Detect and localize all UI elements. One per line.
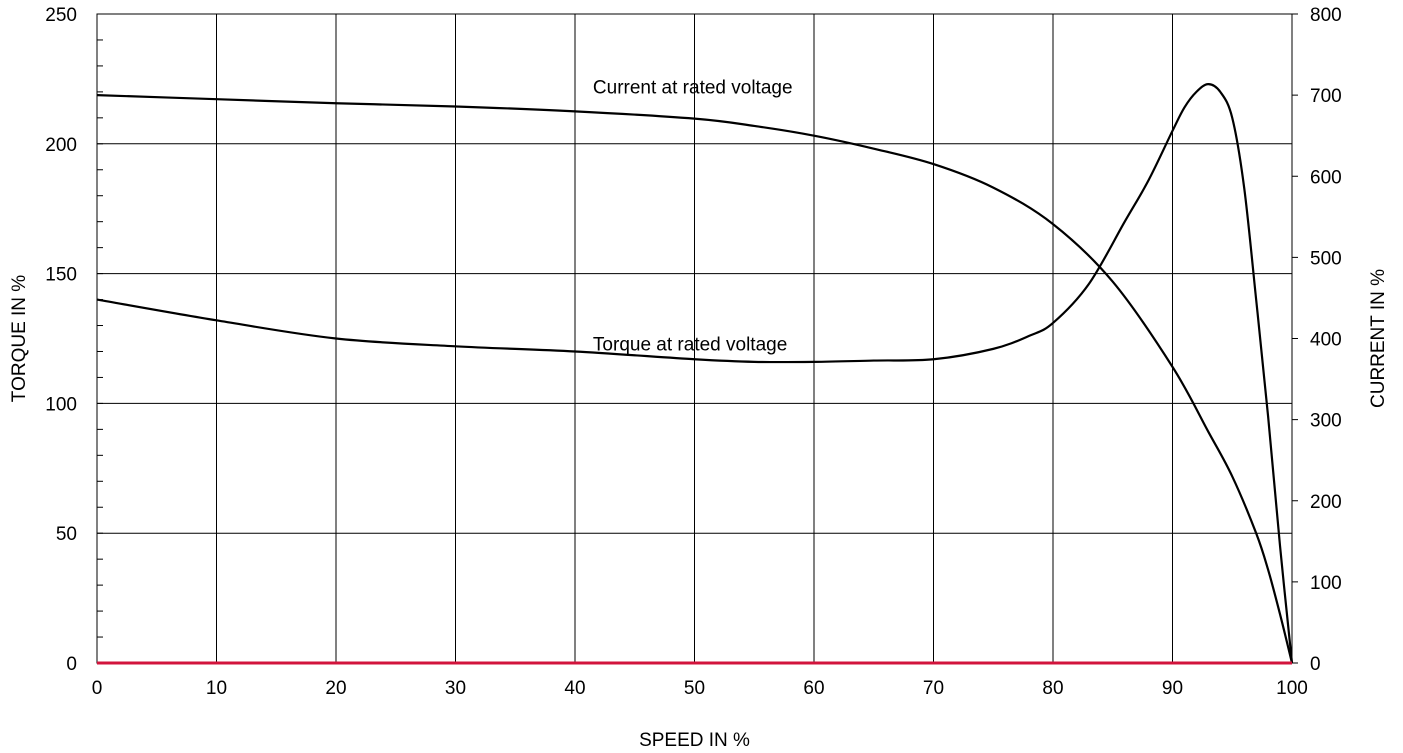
x-tick-label: 40 xyxy=(564,678,585,699)
series-line-torque xyxy=(96,82,1294,664)
curves xyxy=(96,82,1294,664)
right-axis-tick-labels: 0 100 200 300 400 500 600 700 800 xyxy=(1310,5,1342,675)
right-tick-label: 200 xyxy=(1310,492,1342,513)
x-tick-label: 50 xyxy=(684,678,705,699)
right-axis-title: CURRENT IN % xyxy=(1368,269,1389,408)
left-axis-title: TORQUE IN % xyxy=(9,275,30,402)
left-tick-label: 50 xyxy=(56,524,77,545)
left-tick-label: 150 xyxy=(45,265,77,286)
left-tick-label: 100 xyxy=(45,394,77,415)
x-tick-label: 70 xyxy=(923,678,944,699)
right-tick-label: 700 xyxy=(1310,86,1342,107)
right-tick-label: 300 xyxy=(1310,411,1342,432)
series-line-current xyxy=(96,94,1294,664)
left-axis-tick-labels: 0 50 100 150 200 250 xyxy=(45,5,77,675)
x-tick-label: 60 xyxy=(803,678,824,699)
x-tick-label: 100 xyxy=(1276,678,1308,699)
curve-annotation: Current at rated voltage xyxy=(593,78,793,99)
x-tick-label: 80 xyxy=(1042,678,1063,699)
x-tick-label: 90 xyxy=(1162,678,1183,699)
grid-lines xyxy=(97,14,1292,663)
x-tick-label: 30 xyxy=(445,678,466,699)
right-tick-label: 500 xyxy=(1310,248,1342,269)
right-tick-label: 600 xyxy=(1310,167,1342,188)
x-tick-label: 10 xyxy=(206,678,227,699)
left-tick-label: 250 xyxy=(45,5,77,26)
left-tick-label: 0 xyxy=(66,654,77,675)
x-axis-title: SPEED IN % xyxy=(639,730,750,751)
x-axis-tick-labels: 0 10 20 30 40 50 60 70 80 90 100 xyxy=(92,678,1308,699)
right-tick-label: 100 xyxy=(1310,573,1342,594)
curve-annotation: Torque at rated voltage xyxy=(593,335,787,356)
right-tick-label: 800 xyxy=(1310,5,1342,26)
right-tick-label: 0 xyxy=(1310,654,1321,675)
x-tick-label: 20 xyxy=(325,678,346,699)
x-tick-label: 0 xyxy=(92,678,103,699)
right-tick-label: 400 xyxy=(1310,330,1342,351)
left-tick-label: 200 xyxy=(45,135,77,156)
curve-annotations: Current at rated voltage Torque at rated … xyxy=(593,78,793,356)
